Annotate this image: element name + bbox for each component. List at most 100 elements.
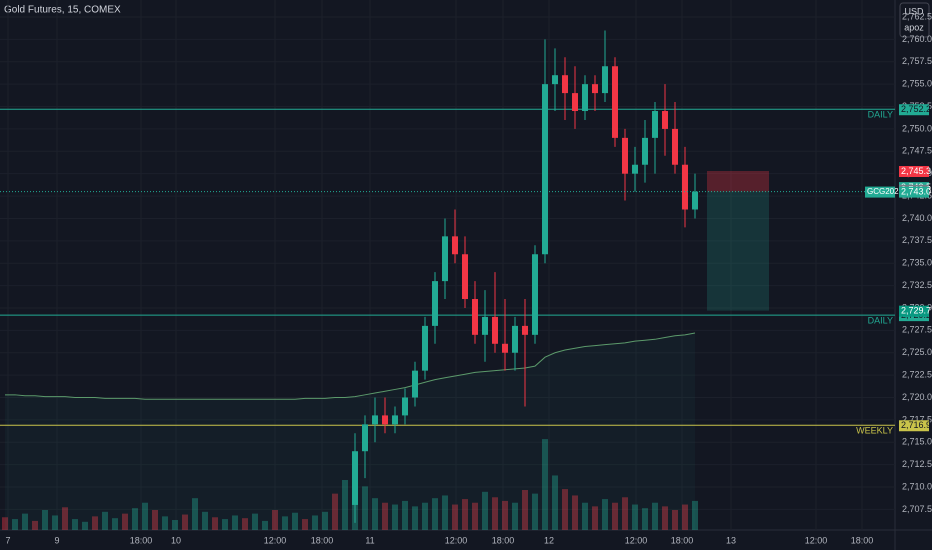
volume-bar [482,491,488,530]
candle-body [492,316,498,344]
y-tick-label: 2,710.0 [902,481,932,491]
candle-body [352,451,358,505]
volume-bar [552,475,558,530]
y-tick-label: 2,735.0 [902,258,932,268]
y-tick-label: 2,747.5 [902,146,932,156]
candle-body [592,84,598,94]
symbol-tag [865,186,895,198]
volume-bar [122,513,128,530]
x-tick-label: 18:00 [851,535,874,545]
candle-body [432,281,438,326]
candle-body [382,415,388,425]
volume-bar [22,513,28,530]
x-tick-label: 12:00 [264,535,287,545]
target-zone [707,191,769,311]
volume-bar [182,514,188,530]
volume-bar [62,507,68,530]
volume-bar [82,521,88,530]
x-tick-label: 18:00 [492,535,515,545]
y-tick-label: 2,737.5 [902,235,932,245]
volume-bar [2,517,8,530]
x-tick-label: 12 [544,535,554,545]
candle-body [532,254,538,335]
x-tick-label: 7 [5,535,10,545]
candle-body [672,128,678,165]
level-name: DAILY [868,110,893,120]
volume-bar [492,497,498,530]
ma-area [5,333,695,530]
volume-bar [452,504,458,530]
volume-bar [112,518,118,530]
candle-body [422,325,428,371]
volume-bar [262,520,268,530]
volume-bar [332,493,338,530]
y-tick-label: 2,707.5 [902,504,932,514]
candle-body [622,137,628,174]
candle-body [452,236,458,255]
currency-box[interactable] [899,2,930,38]
volume-bar [32,520,38,530]
candle-body [522,325,528,335]
candle-body [642,137,648,165]
volume-bar [132,508,138,530]
volume-bar [92,516,98,530]
volume-bar [512,502,518,530]
candle-body [602,66,608,94]
volume-bar [232,515,238,530]
candle-body [372,415,378,425]
candle-body [662,111,668,129]
stop-zone [707,170,769,192]
level-name: DAILY [868,316,893,326]
volume-bar [602,499,608,530]
volume-bar [162,516,168,530]
volume-bar [642,508,648,530]
y-tick-label: 2,732.5 [902,280,932,290]
candle-body [632,164,638,174]
volume-bar [652,502,658,530]
volume-bar [432,498,438,530]
candle-body [362,424,368,452]
volume-bar [312,515,318,530]
volume-bar [52,515,58,530]
y-tick-label: 2,725.0 [902,347,932,357]
y-tick-label: 2,750.0 [902,123,932,133]
candle-body [412,370,418,398]
volume-bar [392,504,398,530]
volume-bar [72,519,78,530]
volume-bar [412,506,418,530]
candle-body [682,164,688,210]
candle-body [402,397,408,416]
y-tick-label: 2,757.5 [902,56,932,66]
x-tick-label: 18:00 [130,535,153,545]
candle-body [502,343,508,353]
candle-body [512,325,518,353]
volume-bar [252,513,258,530]
level-tag [899,420,929,432]
volume-bar [202,511,208,530]
volume-bar [502,500,508,530]
volume-bar [422,502,428,530]
x-tick-label: 18:00 [671,535,694,545]
y-tick-label: 2,717.5 [902,414,932,424]
currency: USD [904,6,924,16]
y-tick-label: 2,755.0 [902,79,932,89]
volume-bar [592,506,598,530]
y-tick-label: 2,762.5 [902,11,932,21]
y-tick-label: 2,760.0 [902,34,932,44]
y-tick-label: 2,740.0 [902,213,932,223]
candle-body [612,66,618,138]
candle-body [692,191,698,210]
level-tag [899,104,929,116]
volume-bar [322,511,328,530]
volume-bar [292,512,298,530]
candle-body [482,316,488,335]
volume-bar [572,495,578,530]
level-label: 2,752.2 [901,104,931,114]
y-tick-label: 2,715.0 [902,437,932,447]
x-tick-label: 13 [726,535,736,545]
y-tick-label: 2,720.0 [902,392,932,402]
price-label: 2,745.3 [901,166,931,176]
x-tick-label: 12:00 [625,535,648,545]
y-tick-label: 2,712.5 [902,459,932,469]
